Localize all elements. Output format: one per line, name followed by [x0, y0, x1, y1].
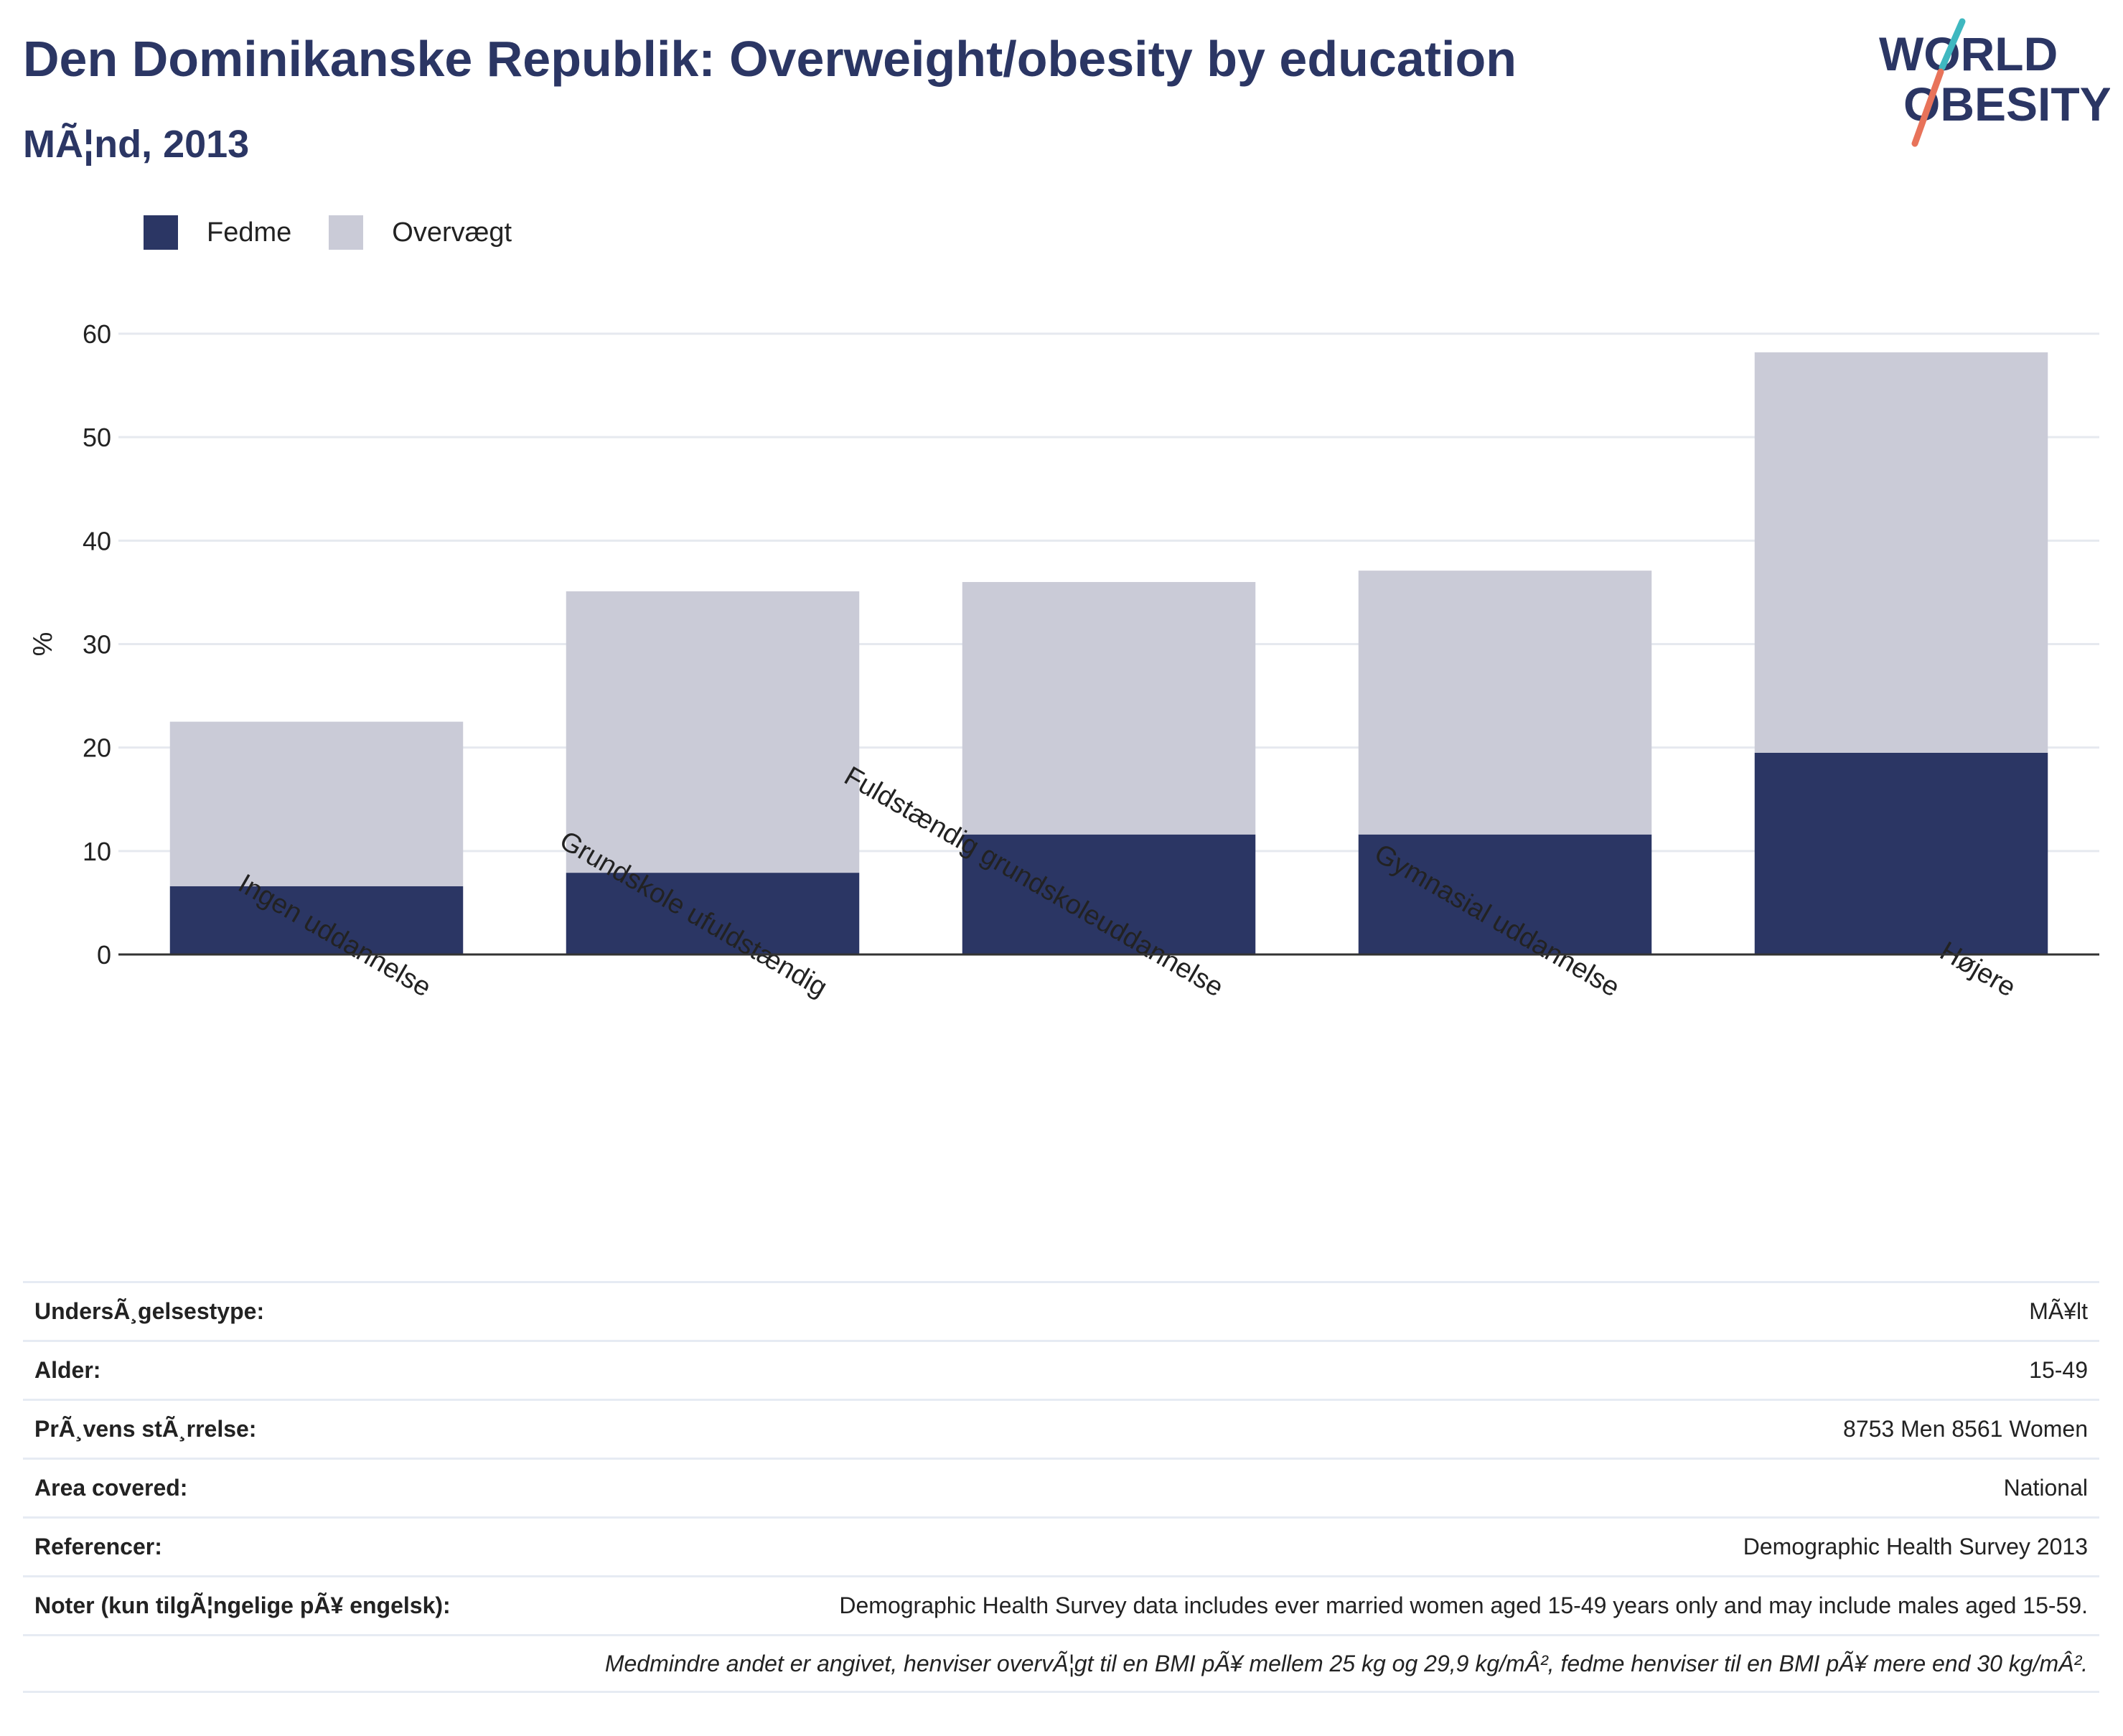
bar-overv-gt	[169, 721, 464, 886]
logo-slash-teal	[1939, 18, 1966, 71]
logo-text-world: WORLD	[1879, 27, 2058, 80]
info-row-references: Referencer: Demographic Health Survey 20…	[23, 1516, 2099, 1575]
legend-swatch-overvaegt	[329, 215, 364, 250]
info-row-sample-size: PrÃ¸vens stÃ¸rrelse: 8753 Men 8561 Women	[23, 1399, 2099, 1458]
bar-overv-gt	[566, 591, 860, 873]
info-row-survey-type: UndersÃ¸gelsestype: MÃ¥lt	[23, 1281, 2099, 1340]
page-title: Den Dominikanske Republik: Overweight/ob…	[23, 31, 1517, 87]
legend-item-overvaegt[interactable]: Overvægt	[329, 215, 512, 250]
info-row-age: Alder: 15-49	[23, 1340, 2099, 1399]
info-key: Alder:	[34, 1357, 101, 1383]
bar-overv-gt	[1358, 571, 1652, 835]
info-key: Area covered:	[34, 1475, 188, 1501]
chart-legend: Fedme Overvægt	[144, 215, 549, 250]
bar-fedme	[962, 834, 1256, 954]
bar-overv-gt	[962, 582, 1256, 835]
world-obesity-logo: WORLD OBESITY	[1879, 18, 2110, 147]
info-value: Demographic Health Survey 2013	[1743, 1534, 2088, 1559]
info-value: 8753 Men 8561 Women	[1843, 1416, 2088, 1442]
bar-overv-gt	[1754, 352, 2048, 753]
footnote-text: Medmindre andet er angivet, henviser ove…	[604, 1650, 2088, 1676]
info-key: UndersÃ¸gelsestype:	[34, 1298, 265, 1324]
info-table: UndersÃ¸gelsestype: MÃ¥lt Alder: 15-49 P…	[23, 1281, 2099, 1693]
y-tick-label: 60	[83, 319, 111, 349]
y-tick-label: 0	[97, 940, 111, 970]
info-key: Referencer:	[34, 1534, 162, 1559]
info-value: MÃ¥lt	[2029, 1298, 2088, 1324]
info-key: PrÃ¸vens stÃ¸rrelse:	[34, 1416, 257, 1442]
info-row-notes: Noter (kun tilgÃ¦ngelige pÃ¥ engelsk): D…	[23, 1575, 2099, 1634]
y-tick-label: 10	[83, 837, 111, 866]
info-value: 15-49	[2029, 1357, 2088, 1383]
legend-label-overvaegt: Overvægt	[392, 217, 512, 248]
y-axis-label: %	[28, 632, 58, 657]
legend-swatch-fedme	[144, 215, 178, 250]
page-subtitle: MÃ¦nd, 2013	[23, 123, 250, 166]
y-tick-label: 30	[83, 630, 111, 660]
bar-fedme	[169, 886, 464, 954]
y-tick-label: 50	[83, 423, 111, 452]
info-key: Noter (kun tilgÃ¦ngelige pÃ¥ engelsk):	[34, 1592, 451, 1618]
logo-slash-coral	[1911, 68, 1944, 147]
info-value: Demographic Health Survey data includes …	[839, 1592, 2088, 1618]
legend-item-fedme[interactable]: Fedme	[144, 215, 291, 250]
bar-fedme	[566, 873, 860, 954]
bar-fedme	[1358, 834, 1652, 954]
y-tick-label: 40	[83, 526, 111, 555]
info-value: National	[2003, 1475, 2088, 1501]
info-row-area: Area covered: National	[23, 1458, 2099, 1516]
y-tick-label: 20	[83, 733, 111, 763]
bar-fedme	[1754, 752, 2048, 954]
legend-label-fedme: Fedme	[207, 217, 292, 248]
info-row-footnote: Medmindre andet er angivet, henviser ove…	[23, 1634, 2099, 1693]
